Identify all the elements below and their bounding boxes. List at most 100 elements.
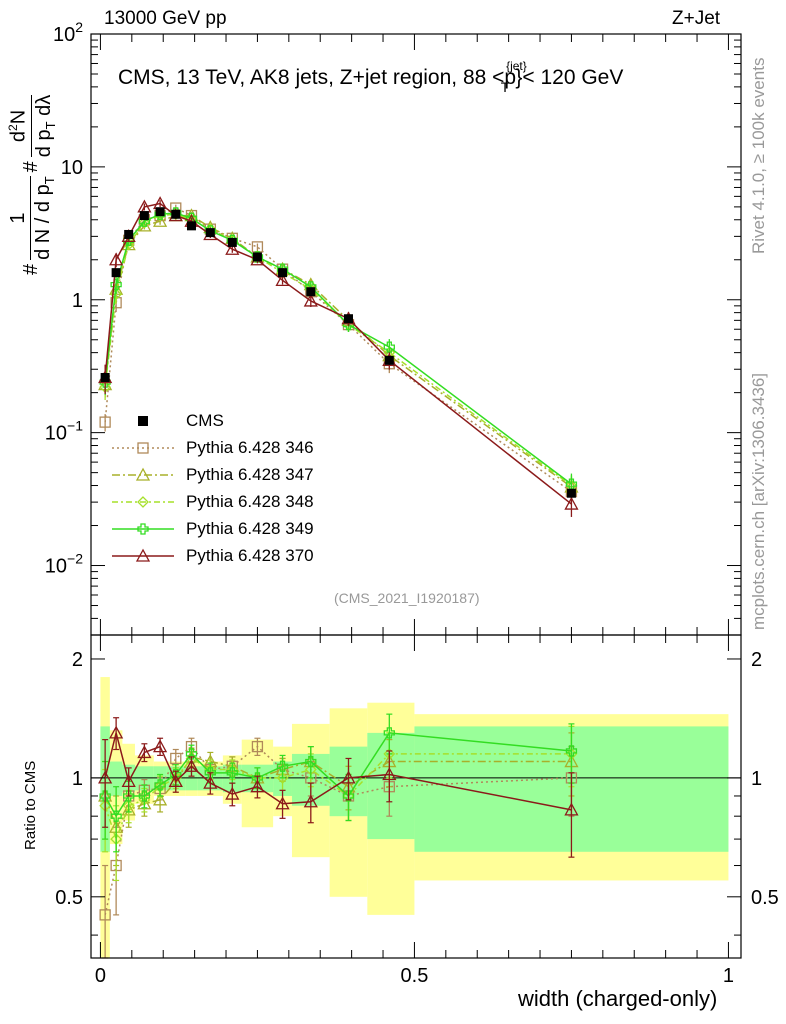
marker-triangle <box>168 774 183 788</box>
marker-cross <box>565 478 578 490</box>
ratio-series-layer <box>98 713 579 959</box>
plot-title-superscript: {jet} <box>506 59 527 73</box>
marker-triangle <box>250 779 265 793</box>
legend-label: Pythia 6.428 347 <box>186 465 314 484</box>
marker-triangle <box>275 796 290 810</box>
marker-triangle <box>225 786 240 800</box>
marker-triangle <box>135 548 151 562</box>
rivet-version-label: Rivet 4.1.0, ≥ 100k events <box>749 57 768 254</box>
ratio-y-tick-label: 1 <box>72 768 83 790</box>
marker-diamond <box>138 216 151 229</box>
marker-filled-square <box>343 314 353 324</box>
series-line-1 <box>104 214 572 488</box>
marker-filled-square <box>306 287 316 297</box>
process-label: Z+Jet <box>672 8 721 29</box>
plot-title: CMS, 13 TeV, AK8 jets, Z+jet region, 88 … <box>118 59 653 95</box>
marker-filled-square <box>278 268 288 278</box>
marker-triangle <box>564 496 579 510</box>
marker-triangle <box>121 774 136 788</box>
marker-filled-square <box>384 355 394 365</box>
marker-filled-square <box>252 252 262 262</box>
marker-cross <box>226 767 238 779</box>
marker-filled-square <box>138 416 148 426</box>
series-line-3 <box>104 212 572 485</box>
marker-cross <box>565 745 578 757</box>
x-tick-label: 1 <box>723 965 734 987</box>
marker-cross <box>185 748 198 760</box>
marker-cross <box>305 755 317 768</box>
series-line-4 <box>104 202 572 505</box>
marker-square <box>99 909 111 921</box>
marker-filled-square <box>100 372 110 382</box>
marker-triangle <box>341 770 356 784</box>
legend-entry: Pythia 6.428 349 <box>186 516 314 542</box>
y-tick-exponent: −2 <box>67 551 83 567</box>
marker-filled-square <box>566 488 576 498</box>
analysis-tag: (CMS_2021_I1920187) <box>334 590 480 606</box>
legend-entry: CMS <box>186 408 224 434</box>
marker-triangle <box>225 241 240 255</box>
marker-cross <box>137 523 149 535</box>
stat-uncertainty-band <box>109 761 123 796</box>
y-tick-label: 10−2 <box>45 551 83 578</box>
marker-diamond <box>276 771 289 784</box>
marker-triangle <box>184 758 199 772</box>
marker-cross <box>204 767 216 779</box>
marker-filled-square <box>171 209 181 219</box>
legend-entry: Pythia 6.428 346 <box>186 435 314 461</box>
marker-cross <box>383 727 395 739</box>
x-tick-label: 0 <box>95 965 106 987</box>
marker-filled-square <box>139 211 149 221</box>
marker-square <box>137 442 149 454</box>
marker-triangle <box>109 725 124 739</box>
marker-triangle <box>303 293 318 307</box>
y-tick-label: 10−1 <box>45 418 83 445</box>
mcplots-label: mcplots.cern.ch [arXiv:1306.3436] <box>749 372 768 630</box>
plot-title-subscript: T <box>500 79 510 95</box>
energy-label: 13000 GeV pp <box>104 8 227 29</box>
ratio-y-tick-label-right: 1 <box>751 768 762 790</box>
legend-label: Pythia 6.428 346 <box>186 438 314 457</box>
marker-square <box>251 740 264 753</box>
y-tick-exponent: −1 <box>67 418 83 434</box>
x-axis-label: width (charged-only) <box>518 986 718 1011</box>
marker-square <box>99 416 111 428</box>
marker-triangle <box>303 794 318 808</box>
marker-diamond <box>137 496 149 508</box>
marker-filled-square <box>111 268 121 278</box>
y-tick-label: 10 <box>61 157 83 179</box>
ratio-y-tick-label-right: 2 <box>751 649 762 671</box>
legend-entry: Pythia 6.428 370 <box>186 543 314 569</box>
marker-cross <box>154 779 166 791</box>
ratio-y-tick-label: 2 <box>72 649 83 671</box>
marker-triangle <box>382 767 397 781</box>
marker-filled-square <box>227 237 237 247</box>
ratio-plot-frame <box>90 634 742 959</box>
y-tick-exponent: 2 <box>75 19 83 35</box>
ratio-y-axis-label: Ratio to CMS <box>22 760 39 850</box>
legend-entry: Pythia 6.428 348 <box>186 489 314 515</box>
marker-cross <box>276 760 289 772</box>
marker-triangle <box>152 213 168 227</box>
x-tick-label: 0.5 <box>401 965 429 987</box>
legend-label: CMS <box>186 411 224 430</box>
axes-frame: 10−2 10−1 1 10 102 0.5 0.5 1 1 2 2 0 0.5 1 <box>45 19 779 987</box>
legend-label: Pythia 6.428 348 <box>186 492 314 511</box>
plot-title-main: CMS, 13 TeV, AK8 jets, Z+jet region, 88 … <box>118 66 517 89</box>
marker-triangle <box>135 467 151 481</box>
main-series-layer <box>98 196 579 517</box>
marker-triangle <box>152 739 168 753</box>
legend-label: Pythia 6.428 370 <box>186 546 314 565</box>
marker-triangle <box>275 272 290 286</box>
main-y-axis-label: # 1 d N / d pT # d2N d pT dλ <box>6 94 58 275</box>
marker-square <box>170 752 182 765</box>
marker-cross <box>110 810 122 822</box>
marker-cross <box>251 772 264 784</box>
marker-filled-square <box>186 221 196 231</box>
marker-triangle <box>564 802 579 816</box>
marker-filled-square <box>155 207 165 217</box>
y-tick-label: 1 <box>72 290 83 312</box>
marker-cross <box>99 790 111 802</box>
marker-filled-square <box>205 228 215 238</box>
marker-cross <box>123 790 135 802</box>
